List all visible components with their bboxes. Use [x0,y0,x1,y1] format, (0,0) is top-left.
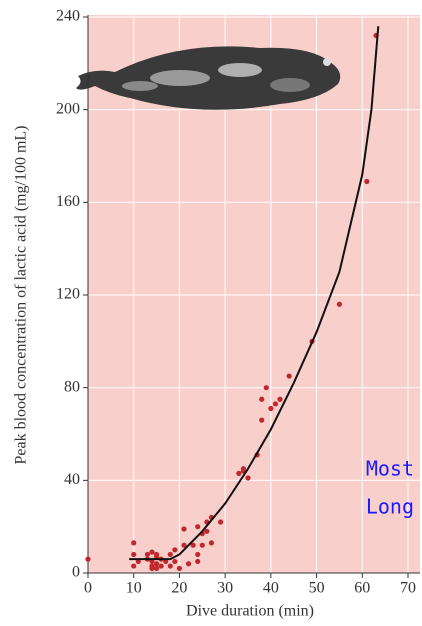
seal-eye [323,58,331,66]
y-tick-label: 240 [56,8,80,25]
data-point [277,397,282,402]
data-point [177,566,182,571]
x-tick-label: 70 [400,580,416,597]
data-point [337,302,342,307]
data-point [172,559,177,564]
y-tick-label: 80 [64,378,80,395]
data-point [195,552,200,557]
x-tick-label: 60 [354,580,370,597]
data-point [186,561,191,566]
x-tick-label: 10 [126,580,142,597]
data-point [195,524,200,529]
annotation: Most [366,457,414,481]
x-tick-label: 0 [84,580,92,597]
y-tick-label: 120 [56,286,80,303]
x-tick-label: 20 [171,580,187,597]
y-tick-label: 0 [72,564,80,581]
seal-spot [150,70,210,86]
data-point [149,550,154,555]
data-point [131,563,136,568]
data-point [241,466,246,471]
data-point [195,559,200,564]
data-point [268,406,273,411]
seal-flipper [270,78,310,92]
chart: Dive duration (min) Peak blood concentra… [0,0,422,626]
data-point [200,543,205,548]
data-point [149,566,154,571]
data-point [168,552,173,557]
data-point [181,526,186,531]
data-point [145,552,150,557]
annotation: Long [366,495,414,519]
data-point [131,540,136,545]
data-point [218,519,223,524]
data-point [168,563,173,568]
data-point [364,179,369,184]
seal-spot [218,63,262,77]
x-tick-label: 30 [217,580,233,597]
seal-spot [122,81,158,91]
y-tick-label: 200 [56,100,80,117]
x-axis-title: Dive duration (min) [186,603,314,620]
data-point [259,397,264,402]
data-point [273,401,278,406]
y-tick-label: 40 [64,471,80,488]
data-point [259,418,264,423]
y-axis-title: Peak blood concentration of lactic acid … [13,126,30,465]
data-point [209,540,214,545]
data-point [131,552,136,557]
data-point [245,475,250,480]
data-point [154,566,159,571]
data-point [154,561,159,566]
data-point [236,471,241,476]
data-point [287,373,292,378]
y-tick-label: 160 [56,193,80,210]
data-point [172,547,177,552]
data-point [264,385,269,390]
x-tick-label: 50 [309,580,325,597]
data-point [159,563,164,568]
x-tick-label: 40 [263,580,279,597]
data-point [85,557,90,562]
